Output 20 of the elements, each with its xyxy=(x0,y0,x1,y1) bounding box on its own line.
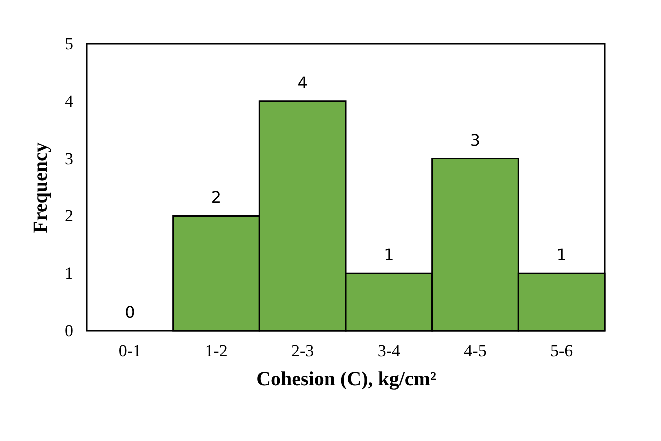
data-label: 2 xyxy=(211,188,222,208)
x-tick-label: 3-4 xyxy=(378,342,401,360)
data-label: 4 xyxy=(298,73,308,92)
y-tick-label: 0 xyxy=(65,322,74,340)
y-tick-label: 5 xyxy=(65,34,74,54)
y-axis-title: Frequency xyxy=(30,142,52,234)
y-tick-label: 4 xyxy=(65,92,74,111)
x-tick-label: 5-6 xyxy=(550,342,574,360)
data-label: 1 xyxy=(556,246,567,265)
x-tick-label: 2-3 xyxy=(291,342,314,360)
data-label: 1 xyxy=(384,246,394,265)
y-tick-label: 1 xyxy=(65,264,74,284)
x-tick-label: 1-2 xyxy=(205,342,228,360)
y-tick-label: 2 xyxy=(65,206,74,226)
x-tick-label: 4-5 xyxy=(464,342,487,360)
y-tick-label: 3 xyxy=(65,149,74,168)
x-axis-title: Cohesion (C), kg/cm² xyxy=(256,368,436,390)
data-label: 3 xyxy=(470,130,481,150)
x-tick-label: 0-1 xyxy=(118,342,142,360)
data-label: 0 xyxy=(125,303,136,322)
